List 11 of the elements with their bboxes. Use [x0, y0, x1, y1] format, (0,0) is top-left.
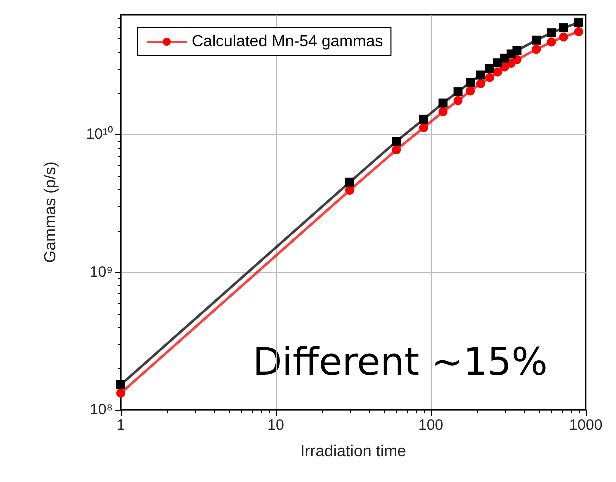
x-axis-title: Irradiation time [300, 444, 407, 460]
y-tick-label: 10⁹ [90, 264, 113, 281]
legend-label: Calculated Mn-54 gammas [192, 34, 384, 50]
x-tick-label: 1000 [569, 417, 603, 434]
y-tick-label: 10¹⁰ [86, 126, 113, 144]
x-tick-label: 1 [116, 417, 126, 434]
annotation: Different ~15% [253, 340, 548, 384]
x-tick-label: 10 [268, 417, 284, 434]
y-tick-label: 10⁸ [90, 402, 113, 418]
x-tick-label: 100 [418, 417, 444, 434]
y-axis-title: Gammas (p/s) [42, 162, 60, 264]
